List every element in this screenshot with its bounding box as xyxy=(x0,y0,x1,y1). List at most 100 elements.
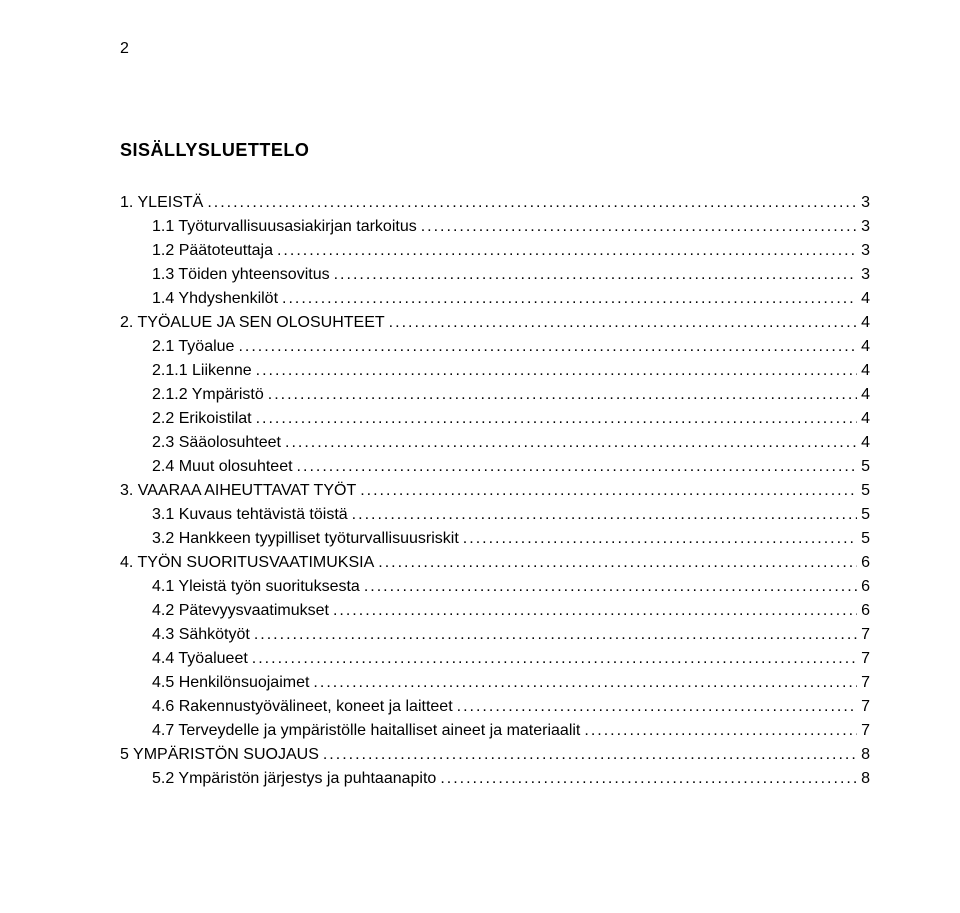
toc-dot-leader xyxy=(323,743,857,767)
toc-entry-page: 7 xyxy=(857,695,870,719)
toc-dot-leader xyxy=(378,551,857,575)
toc-dot-leader xyxy=(352,503,857,527)
toc-dot-leader xyxy=(252,647,857,671)
toc-entry-page: 5 xyxy=(857,503,870,527)
toc-dot-leader xyxy=(333,599,857,623)
toc-entry-label: 4.2 Pätevyysvaatimukset xyxy=(152,599,333,623)
toc-dot-leader xyxy=(256,359,857,383)
toc-entry: 1. YLEISTÄ 3 xyxy=(120,191,870,215)
toc-entry-label: 1.4 Yhdyshenkilöt xyxy=(152,287,282,311)
toc-dot-leader xyxy=(360,479,857,503)
toc-entry: 5 YMPÄRISTÖN SUOJAUS 8 xyxy=(120,743,870,767)
toc-entry-label: 4.5 Henkilönsuojaimet xyxy=(152,671,313,695)
toc-entry-page: 6 xyxy=(857,551,870,575)
toc-dot-leader xyxy=(457,695,857,719)
toc-entry: 2.1.1 Liikenne4 xyxy=(120,359,870,383)
toc-entry: 4. TYÖN SUORITUSVAATIMUKSIA 6 xyxy=(120,551,870,575)
toc-entry: 2. TYÖALUE JA SEN OLOSUHTEET 4 xyxy=(120,311,870,335)
toc-entry-page: 3 xyxy=(857,239,870,263)
toc-entry: 4.4 Työalueet 7 xyxy=(120,647,870,671)
toc-entry-page: 5 xyxy=(857,479,870,503)
toc-entry-label: 1. YLEISTÄ xyxy=(120,191,207,215)
toc-entry-label: 1.2 Päätoteuttaja xyxy=(152,239,277,263)
toc-entry: 3.1 Kuvaus tehtävistä töistä 5 xyxy=(120,503,870,527)
toc-entry-label: 2.1.2 Ympäristö xyxy=(152,383,268,407)
toc-entry: 4.3 Sähkötyöt 7 xyxy=(120,623,870,647)
toc-entry-label: 2.3 Sääolosuhteet xyxy=(152,431,285,455)
toc-entry-label: 4.6 Rakennustyövälineet, koneet ja laitt… xyxy=(152,695,457,719)
toc-entry-label: 2. TYÖALUE JA SEN OLOSUHTEET xyxy=(120,311,389,335)
toc-dot-leader xyxy=(254,623,857,647)
toc-entry: 2.2 Erikoistilat4 xyxy=(120,407,870,431)
toc-entry-page: 7 xyxy=(857,623,870,647)
toc-entry: 4.2 Pätevyysvaatimukset 6 xyxy=(120,599,870,623)
toc-entry-label: 3.1 Kuvaus tehtävistä töistä xyxy=(152,503,352,527)
toc-entry-page: 6 xyxy=(857,575,870,599)
toc-entry-label: 4.7 Terveydelle ja ympäristölle haitalli… xyxy=(152,719,584,743)
toc-entry-page: 8 xyxy=(857,743,870,767)
toc-entry: 3.2 Hankkeen tyypilliset työturvallisuus… xyxy=(120,527,870,551)
toc-entry-label: 1.1 Työturvallisuusasiakirjan tarkoitus xyxy=(152,215,421,239)
toc-entry-page: 5 xyxy=(857,455,870,479)
toc-dot-leader xyxy=(421,215,857,239)
toc-entry-page: 3 xyxy=(857,191,870,215)
toc-entry-label: 4.1 Yleistä työn suorituksesta xyxy=(152,575,364,599)
toc-entry-page: 3 xyxy=(857,215,870,239)
toc-entry-label: 3.2 Hankkeen tyypilliset työturvallisuus… xyxy=(152,527,463,551)
toc-entry-page: 8 xyxy=(857,767,870,791)
toc-entry-label: 2.4 Muut olosuhteet xyxy=(152,455,297,479)
toc-entry-label: 2.1 Työalue xyxy=(152,335,238,359)
toc-entry-page: 3 xyxy=(857,263,870,287)
toc-dot-leader xyxy=(313,671,857,695)
table-of-contents: 1. YLEISTÄ31.1 Työturvallisuusasiakirjan… xyxy=(120,191,870,791)
document-page: 2 SISÄLLYSLUETTELO 1. YLEISTÄ31.1 Työtur… xyxy=(0,0,960,913)
toc-entry-label: 5 YMPÄRISTÖN SUOJAUS xyxy=(120,743,323,767)
toc-dot-leader xyxy=(584,719,857,743)
toc-dot-leader xyxy=(277,239,857,263)
toc-entry-label: 2.1.1 Liikenne xyxy=(152,359,256,383)
toc-entry-label: 4.4 Työalueet xyxy=(152,647,252,671)
toc-entry: 1.3 Töiden yhteensovitus 3 xyxy=(120,263,870,287)
toc-entry-page: 4 xyxy=(857,431,870,455)
toc-dot-leader xyxy=(463,527,857,551)
toc-dot-leader xyxy=(297,455,858,479)
toc-entry-page: 4 xyxy=(857,287,870,311)
toc-dot-leader xyxy=(334,263,857,287)
toc-entry-page: 7 xyxy=(857,647,870,671)
toc-entry: 4.6 Rakennustyövälineet, koneet ja laitt… xyxy=(120,695,870,719)
toc-heading: SISÄLLYSLUETTELO xyxy=(120,140,870,161)
toc-dot-leader xyxy=(207,191,857,215)
toc-entry-page: 7 xyxy=(857,719,870,743)
toc-dot-leader xyxy=(389,311,857,335)
toc-entry: 2.3 Sääolosuhteet 4 xyxy=(120,431,870,455)
toc-entry: 1.4 Yhdyshenkilöt 4 xyxy=(120,287,870,311)
toc-dot-leader xyxy=(285,431,857,455)
toc-dot-leader xyxy=(256,407,858,431)
toc-dot-leader xyxy=(364,575,857,599)
toc-entry-page: 5 xyxy=(857,527,870,551)
toc-entry-label: 3. VAARAA AIHEUTTAVAT TYÖT xyxy=(120,479,360,503)
toc-entry-page: 4 xyxy=(857,335,870,359)
toc-entry: 3. VAARAA AIHEUTTAVAT TYÖT 5 xyxy=(120,479,870,503)
toc-entry-page: 6 xyxy=(857,599,870,623)
toc-entry: 1.1 Työturvallisuusasiakirjan tarkoitus 3 xyxy=(120,215,870,239)
toc-entry: 2.1.2 Ympäristö 4 xyxy=(120,383,870,407)
toc-entry-page: 4 xyxy=(857,383,870,407)
toc-dot-leader xyxy=(268,383,857,407)
toc-entry-label: 4. TYÖN SUORITUSVAATIMUKSIA xyxy=(120,551,378,575)
toc-entry-label: 5.2 Ympäristön järjestys ja puhtaanapito xyxy=(152,767,440,791)
toc-entry: 4.1 Yleistä työn suorituksesta 6 xyxy=(120,575,870,599)
toc-entry: 4.5 Henkilönsuojaimet 7 xyxy=(120,671,870,695)
toc-entry: 1.2 Päätoteuttaja 3 xyxy=(120,239,870,263)
toc-entry: 2.1 Työalue 4 xyxy=(120,335,870,359)
toc-dot-leader xyxy=(238,335,857,359)
toc-entry-label: 4.3 Sähkötyöt xyxy=(152,623,254,647)
toc-entry-label: 1.3 Töiden yhteensovitus xyxy=(152,263,334,287)
toc-entry-page: 7 xyxy=(857,671,870,695)
toc-entry: 5.2 Ympäristön järjestys ja puhtaanapito… xyxy=(120,767,870,791)
toc-dot-leader xyxy=(282,287,857,311)
toc-entry-page: 4 xyxy=(857,311,870,335)
toc-entry: 2.4 Muut olosuhteet 5 xyxy=(120,455,870,479)
toc-dot-leader xyxy=(440,767,857,791)
toc-entry: 4.7 Terveydelle ja ympäristölle haitalli… xyxy=(120,719,870,743)
